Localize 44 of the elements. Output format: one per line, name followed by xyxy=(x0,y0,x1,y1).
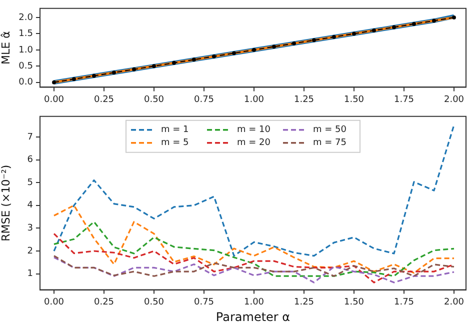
x-tick-label: 1.75 xyxy=(394,298,414,308)
x-tick-label: 0.50 xyxy=(144,298,164,308)
y-tick-label: 1 xyxy=(27,269,33,280)
x-tick-label: 0.75 xyxy=(194,298,214,308)
y-tick-label: 6 xyxy=(27,155,34,166)
x-tick-label: 1.00 xyxy=(244,298,264,308)
x-axis-title: Parameter α xyxy=(216,310,290,324)
x-tick-label: 1.00 xyxy=(244,94,264,105)
y-tick-label: 7 xyxy=(27,132,33,142)
line-series xyxy=(53,124,455,257)
x-tick-label: 1.50 xyxy=(344,94,364,105)
legend-label: m = 75 xyxy=(313,138,346,148)
legend-label: m = 50 xyxy=(313,125,347,136)
line-series xyxy=(53,221,455,277)
line-series xyxy=(53,256,455,284)
line-series xyxy=(53,255,455,277)
y-tick-label: 1.5 xyxy=(18,29,33,40)
x-tick-label: 0.50 xyxy=(144,94,164,105)
y-tick-label: 0.0 xyxy=(18,78,34,88)
x-tick-label: 2.00 xyxy=(444,94,464,105)
x-tick-label: 0.25 xyxy=(94,94,114,105)
x-tick-label: 0.25 xyxy=(94,298,114,308)
y-tick-label: 1.0 xyxy=(18,45,34,56)
y-tick-label: 0.5 xyxy=(18,61,33,72)
x-tick-label: 1.75 xyxy=(394,94,414,105)
legend-label: m = 10 xyxy=(237,125,271,136)
legend-label: m = 5 xyxy=(161,138,189,148)
x-tick-label: 0.75 xyxy=(194,94,214,105)
line-series xyxy=(53,204,455,274)
y-axis-title: RMSE (×10⁻²) xyxy=(0,164,12,242)
x-tick-label: 0.00 xyxy=(44,298,64,308)
y-tick-label: 2 xyxy=(27,246,33,256)
x-tick-label: 1.25 xyxy=(294,298,314,308)
x-tick-label: 1.25 xyxy=(294,94,314,105)
y-tick-label: 4 xyxy=(27,200,34,211)
x-tick-label: 0.00 xyxy=(44,94,64,105)
x-tick-label: 2.00 xyxy=(444,298,464,308)
legend-label: m = 20 xyxy=(237,138,271,148)
legend-label: m = 1 xyxy=(161,125,189,136)
y-tick-label: 2.0 xyxy=(18,12,34,23)
y-tick-label: 3 xyxy=(27,224,33,234)
y-tick-label: 5 xyxy=(27,178,33,188)
x-tick-label: 1.50 xyxy=(344,298,364,308)
y-axis-title: MLE α̂ xyxy=(0,31,12,64)
